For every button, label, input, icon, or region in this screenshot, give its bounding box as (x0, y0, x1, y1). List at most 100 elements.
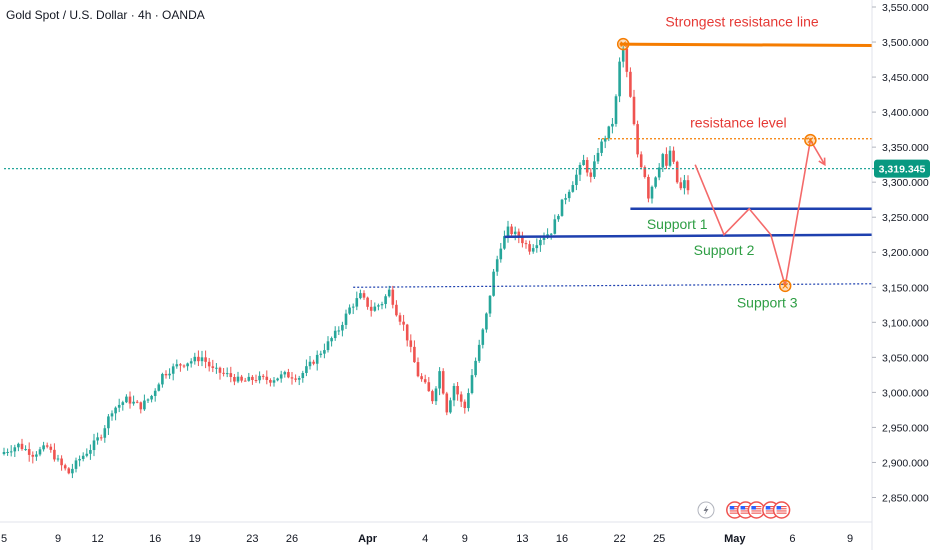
us-flag-canton (765, 506, 771, 510)
candle (611, 123, 614, 127)
candle (499, 248, 503, 260)
candle (513, 231, 517, 235)
candle (351, 306, 355, 308)
candle (373, 306, 377, 311)
candle (625, 48, 629, 72)
resistance-level-label: resistance level (690, 115, 787, 131)
candle (492, 271, 495, 296)
y-tick-label: 2,850.000 (882, 492, 929, 504)
us-flag-stripe (776, 510, 787, 512)
candle (258, 375, 261, 381)
candle (416, 362, 420, 377)
candle (639, 154, 643, 168)
candle (420, 376, 423, 380)
candle (643, 167, 647, 177)
us-flag-stripe (751, 512, 762, 514)
us-flag-stripe (751, 506, 762, 508)
support-3-line (353, 283, 872, 288)
candle (366, 297, 369, 307)
candle (632, 96, 636, 125)
candle (114, 407, 117, 414)
candle (229, 373, 233, 378)
candle (168, 373, 171, 376)
candle (434, 388, 438, 402)
candle (269, 379, 272, 383)
candle (261, 375, 265, 377)
candle (92, 440, 96, 451)
candle (683, 180, 686, 189)
us-flag-canton (729, 506, 735, 510)
candle (402, 321, 405, 325)
candle (463, 401, 467, 409)
candle (470, 375, 474, 394)
candle (308, 361, 312, 367)
candle (650, 186, 654, 199)
support-1-label: Support 1 (647, 216, 708, 232)
candle (81, 455, 85, 459)
candle (121, 402, 125, 405)
us-flag-stripe (740, 508, 751, 510)
candle (348, 307, 351, 314)
candle (341, 324, 344, 331)
candle (294, 378, 297, 380)
candle (337, 330, 341, 332)
candle (665, 154, 668, 166)
candle (276, 378, 279, 381)
candle (146, 399, 150, 401)
lightning-icon-glyph (703, 505, 709, 515)
candle (409, 340, 413, 347)
x-tick-label: May (724, 533, 746, 545)
candle (380, 304, 384, 306)
candle (175, 364, 179, 367)
x-tick-label: Apr (358, 533, 378, 545)
y-tick-label: 2,900.000 (882, 457, 929, 469)
candle (186, 363, 189, 367)
y-tick-label: 3,050.000 (882, 352, 929, 364)
us-flag-icon (747, 501, 766, 519)
candle (668, 150, 672, 166)
y-tick-label: 3,200.000 (882, 247, 929, 259)
candle (654, 177, 657, 187)
strongest-resistance-label: Strongest resistance line (665, 14, 819, 30)
candle (71, 468, 74, 474)
candle (107, 416, 110, 429)
us-flag-stripe (765, 512, 776, 514)
candle (510, 226, 513, 235)
candle (171, 366, 175, 374)
x-tick-label: 16 (556, 533, 568, 545)
x-tick-label: 23 (246, 533, 258, 545)
candle (542, 237, 546, 240)
candle (204, 357, 207, 362)
candle (319, 353, 323, 355)
point-marker-cross (782, 283, 789, 289)
candle (312, 361, 315, 364)
candle (297, 378, 301, 380)
candle (474, 360, 477, 376)
candle (647, 176, 650, 199)
y-tick-label: 3,100.000 (882, 317, 929, 329)
us-flag-stripe (729, 506, 740, 508)
projection-path (694, 137, 826, 287)
candle (549, 233, 553, 235)
us-flag-stripe (765, 506, 776, 508)
candle (585, 159, 589, 173)
candle (452, 385, 456, 401)
y-tick-label: 3,350.000 (882, 142, 929, 154)
candle (56, 458, 60, 460)
x-tick-label: 12 (91, 533, 103, 545)
x-tick-label: 5 (1, 533, 7, 545)
candle (607, 126, 611, 139)
candle (405, 324, 409, 341)
candle (582, 159, 585, 166)
us-flag-stripe (776, 508, 787, 510)
candle (240, 376, 243, 381)
candle (6, 451, 9, 453)
candle (423, 379, 427, 383)
candle (679, 182, 683, 189)
us-flag-stripe (776, 506, 787, 508)
candle (24, 449, 27, 451)
candle (672, 150, 675, 162)
candle (686, 180, 690, 191)
